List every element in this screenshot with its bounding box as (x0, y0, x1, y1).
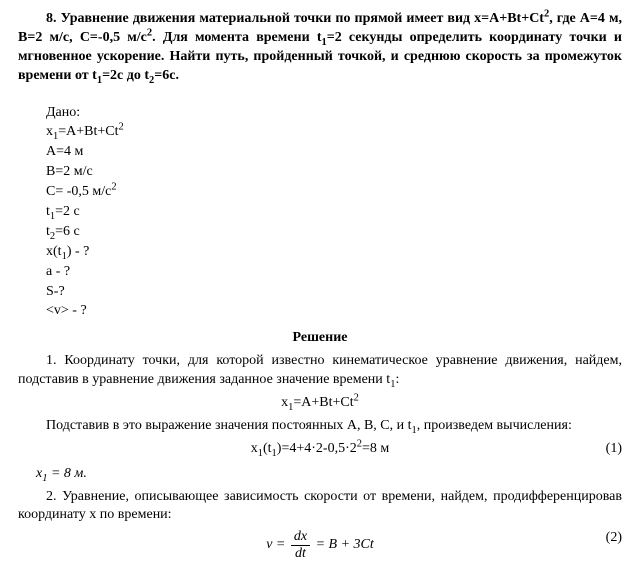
given-line: t1=2 с (18, 203, 622, 222)
given-heading: Дано: (18, 104, 622, 123)
given-line: <v> - ? (18, 302, 622, 321)
given-line: x1=A+Bt+Ct2 (18, 123, 622, 142)
given-line: B=2 м/с (18, 163, 622, 182)
solution-step1-para1: 1. Координату точки, для которой известн… (18, 352, 622, 390)
equation-number: (2) (606, 529, 622, 548)
equation-lhs: v = (266, 537, 285, 552)
given-block: Дано: x1=A+Bt+Ct2 A=4 м B=2 м/с C= -0,5 … (18, 104, 622, 322)
solution-step1-para2: Подставив в это выражение значения посто… (18, 417, 622, 436)
problem-statement: 8. Уравнение движения материальной точки… (18, 10, 622, 86)
equation-rhs: = B + 3Ct (316, 537, 374, 552)
solution-heading: Решение (18, 329, 622, 348)
given-line: t2=6 с (18, 223, 622, 242)
given-line: S-? (18, 283, 622, 302)
problem-text: Уравнение движения материальной точки по… (18, 11, 622, 83)
equation-velocity: v = dx dt = B + 3Ct (2) (18, 529, 622, 561)
given-line: x(t1) - ? (18, 243, 622, 262)
equation-substitution: x1(t1)=4+4·2-0,5·22=8 м (1) (18, 440, 622, 459)
result-text: x1 = 8 м. (36, 466, 87, 481)
fraction-numerator: dx (291, 529, 310, 545)
given-line: a - ? (18, 263, 622, 282)
equation-number: (1) (606, 440, 622, 459)
solution-step2-para1: 2. Уравнение, описывающее зависимость ск… (18, 488, 622, 526)
problem-number: 8. (46, 11, 57, 26)
equation-text: x1(t1)=4+4·2-0,5·22=8 м (251, 441, 390, 456)
fraction-denominator: dt (291, 546, 310, 561)
equation-kinematic: x1=A+Bt+Ct2 (18, 394, 622, 413)
given-line: C= -0,5 м/с2 (18, 183, 622, 202)
result-x1: x1 = 8 м. (18, 465, 622, 484)
equation-fraction: dx dt (291, 529, 310, 561)
given-line: A=4 м (18, 143, 622, 162)
